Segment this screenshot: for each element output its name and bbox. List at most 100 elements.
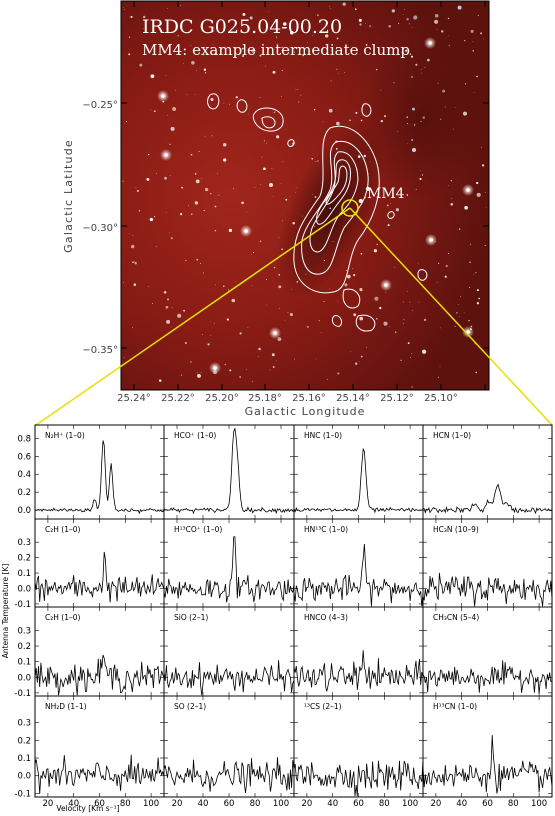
star bbox=[418, 301, 420, 303]
y-tick-label: 0.0 bbox=[17, 772, 31, 782]
star bbox=[276, 135, 280, 139]
star bbox=[315, 358, 317, 360]
star bbox=[336, 37, 339, 40]
star bbox=[417, 262, 419, 264]
bright-star-core bbox=[273, 331, 277, 335]
star bbox=[350, 351, 351, 353]
x-tick-label: 80 bbox=[250, 799, 261, 809]
star bbox=[360, 252, 363, 255]
spectra-y-axis-label: Antenna Temperature [K] bbox=[1, 564, 10, 659]
star bbox=[244, 14, 246, 16]
y-tick-label: -0.1 bbox=[14, 600, 31, 610]
star bbox=[296, 281, 299, 283]
star bbox=[273, 266, 276, 269]
star bbox=[445, 264, 448, 268]
star bbox=[365, 197, 367, 199]
star bbox=[204, 72, 207, 74]
star bbox=[269, 369, 271, 371]
star bbox=[448, 45, 450, 47]
star bbox=[207, 343, 210, 346]
star bbox=[281, 46, 283, 49]
star bbox=[406, 116, 408, 118]
lon-tick-5: 25.16° bbox=[292, 393, 326, 404]
bright-star-core bbox=[244, 229, 248, 233]
star bbox=[172, 107, 177, 111]
y-tick-label: 0.2 bbox=[17, 488, 31, 498]
star bbox=[328, 108, 333, 113]
star bbox=[293, 51, 295, 53]
star bbox=[197, 372, 198, 374]
zoom-line-left bbox=[35, 207, 351, 426]
star bbox=[450, 179, 453, 182]
star bbox=[289, 29, 292, 31]
image-frame bbox=[120, 0, 490, 391]
star bbox=[184, 342, 187, 344]
star bbox=[383, 115, 387, 118]
star bbox=[188, 205, 189, 206]
spectrum-line bbox=[422, 660, 553, 694]
contour bbox=[287, 139, 295, 147]
bright-star-core bbox=[429, 238, 433, 242]
spectrum-line bbox=[163, 757, 295, 794]
spectrum-panel: H¹³CN (1–0) bbox=[422, 695, 553, 798]
star bbox=[475, 272, 477, 274]
star bbox=[437, 82, 439, 84]
star bbox=[397, 131, 399, 132]
star bbox=[385, 291, 387, 293]
star bbox=[436, 281, 438, 283]
star bbox=[250, 254, 252, 255]
star bbox=[330, 269, 332, 271]
star bbox=[147, 285, 149, 287]
star bbox=[155, 246, 157, 248]
star bbox=[154, 215, 156, 218]
star bbox=[421, 174, 424, 176]
star bbox=[280, 183, 282, 185]
star bbox=[411, 76, 413, 78]
star bbox=[289, 312, 293, 317]
star bbox=[133, 283, 137, 286]
star bbox=[194, 173, 197, 175]
star bbox=[231, 298, 236, 303]
star bbox=[305, 273, 307, 275]
star bbox=[464, 39, 466, 42]
star bbox=[338, 73, 340, 74]
y-tick-label: 0.6 bbox=[17, 452, 31, 462]
star bbox=[349, 119, 351, 122]
star bbox=[266, 143, 267, 144]
star bbox=[136, 189, 139, 192]
star bbox=[406, 123, 409, 125]
sky-image-panel: IRDC G025.04-00.20 MM4: example intermed… bbox=[62, 0, 490, 418]
star bbox=[285, 198, 288, 201]
star bbox=[202, 334, 203, 335]
star bbox=[344, 283, 348, 287]
star bbox=[247, 326, 249, 328]
star bbox=[298, 101, 300, 103]
star bbox=[437, 376, 440, 379]
x-tick-label: 60 bbox=[94, 799, 105, 809]
y-tick-label: -0.1 bbox=[14, 790, 31, 800]
star bbox=[249, 16, 253, 20]
star bbox=[183, 309, 186, 312]
star bbox=[357, 155, 361, 158]
star bbox=[196, 50, 197, 51]
dark-cloud bbox=[360, 40, 480, 200]
star bbox=[375, 317, 378, 320]
star bbox=[214, 284, 216, 286]
star bbox=[454, 325, 456, 327]
star bbox=[393, 82, 395, 84]
star bbox=[190, 153, 193, 156]
star bbox=[263, 167, 266, 171]
star bbox=[271, 168, 273, 169]
star bbox=[421, 349, 427, 354]
spectrum-line bbox=[34, 754, 165, 795]
star bbox=[248, 30, 249, 32]
star bbox=[463, 312, 465, 314]
contour bbox=[301, 140, 369, 275]
star bbox=[196, 258, 199, 261]
mm4-marker-circle bbox=[341, 199, 359, 217]
star bbox=[407, 342, 410, 344]
star bbox=[169, 175, 171, 176]
star bbox=[472, 41, 474, 43]
lon-tick-1: 25.24° bbox=[117, 393, 151, 404]
panel-label: CH₃CN (5–4) bbox=[433, 613, 479, 622]
